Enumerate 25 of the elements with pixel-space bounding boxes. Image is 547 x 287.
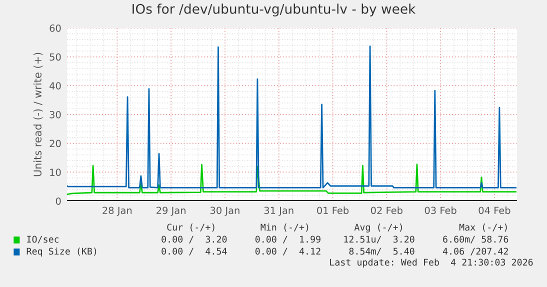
line-series bbox=[67, 164, 516, 196]
chart-title: IOs for /dev/ubuntu-vg/ubuntu-lv - by week bbox=[132, 4, 416, 16]
x-tick-label: 29 Jan bbox=[156, 206, 186, 216]
y-tick-label: 0 bbox=[56, 197, 61, 205]
x-tick-label: 28 Jan bbox=[102, 206, 132, 216]
legend-label: IO/sec bbox=[27, 236, 59, 244]
line-series bbox=[67, 45, 516, 188]
y-axis-title: Units read (-) / write (+) bbox=[33, 52, 43, 176]
x-tick-label: 02 Feb bbox=[370, 206, 402, 214]
text: Cur (-/+) Min (-/+) Avg (-/+) Max (-/+) bbox=[167, 224, 507, 232]
x-tick-label: 03 Feb bbox=[424, 206, 456, 214]
x-tick-label: 30 Jan bbox=[210, 206, 240, 216]
y-tick-label: 40 bbox=[50, 82, 61, 90]
x-tick-label: 01 Feb bbox=[317, 206, 349, 214]
x-tick-label: 04 Feb bbox=[478, 206, 510, 214]
y-tick-label: 30 bbox=[50, 110, 61, 118]
legend-label: Req Size (KB) bbox=[26, 248, 96, 256]
y-tick-label: 10 bbox=[50, 168, 61, 176]
text: 0.00 / 4.54 0.00 / 4.12 8.54m/ 5.40 4.06 /207.42 bbox=[162, 248, 508, 256]
text: Last update: Wed Feb 4 21:30:03 2026 bbox=[330, 258, 533, 268]
text: 0.00 / 3.20 0.00 / 1.99 12.51u/ 3.20 6.60m/ 58.76 bbox=[162, 236, 508, 244]
x-tick-label: 31 Jan bbox=[264, 206, 294, 216]
y-tick-label: 50 bbox=[50, 53, 61, 61]
y-tick-label: 60 bbox=[50, 24, 61, 32]
y-tick-label: 20 bbox=[50, 140, 61, 148]
